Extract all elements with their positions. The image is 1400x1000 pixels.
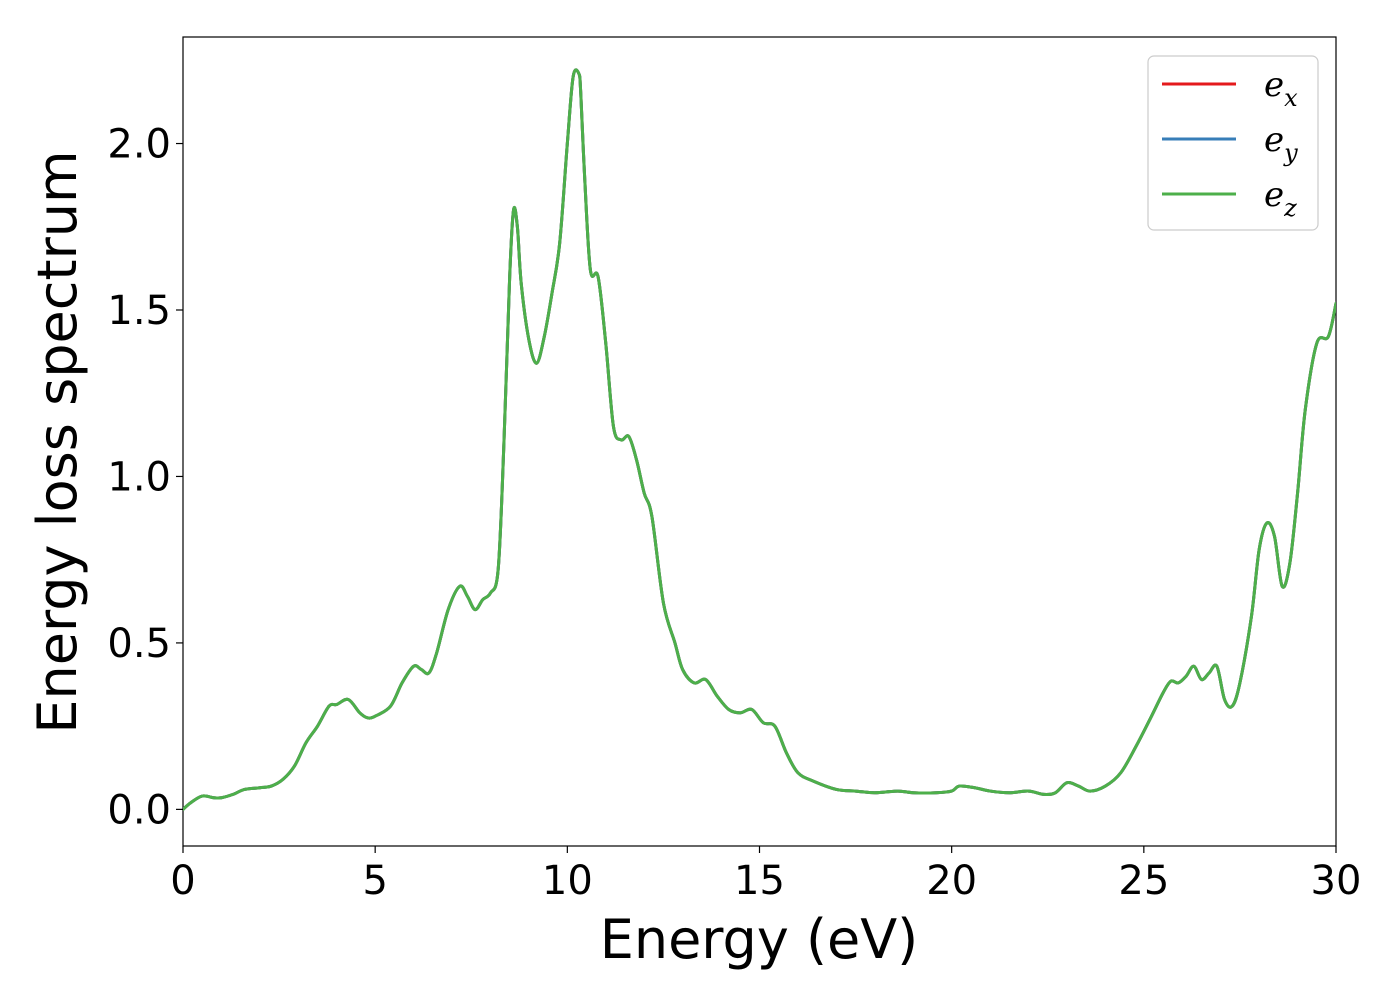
y-tick-label: 1.5 bbox=[107, 288, 171, 334]
y-tick-label: 0.5 bbox=[107, 621, 171, 667]
x-tick-label: 20 bbox=[926, 858, 977, 904]
y-tick-label: 0.0 bbox=[107, 787, 171, 833]
x-tick-label: 15 bbox=[734, 858, 785, 904]
y-axis-title: Energy loss spectrum bbox=[26, 150, 89, 733]
legend-box bbox=[1147, 55, 1319, 231]
x-tick-label: 5 bbox=[362, 858, 387, 904]
series-line-e-z bbox=[183, 68, 1336, 811]
y-tick-label: 2.0 bbox=[107, 122, 171, 168]
x-tick-label: 0 bbox=[170, 858, 195, 904]
legend-label: ex bbox=[1264, 65, 1298, 112]
y-tick-label: 1.0 bbox=[107, 454, 171, 500]
x-axis: 0 5 10 15 20 25 30 bbox=[170, 846, 1361, 904]
x-axis-title: Energy (eV) bbox=[600, 908, 919, 971]
legend-label: ey bbox=[1264, 120, 1298, 167]
x-tick-label: 10 bbox=[542, 858, 593, 904]
y-axis: 0.0 0.5 1.0 1.5 2.0 bbox=[107, 122, 183, 833]
series-layer bbox=[183, 68, 1336, 811]
x-tick-label: 25 bbox=[1118, 858, 1169, 904]
x-tick-label: 30 bbox=[1311, 858, 1362, 904]
